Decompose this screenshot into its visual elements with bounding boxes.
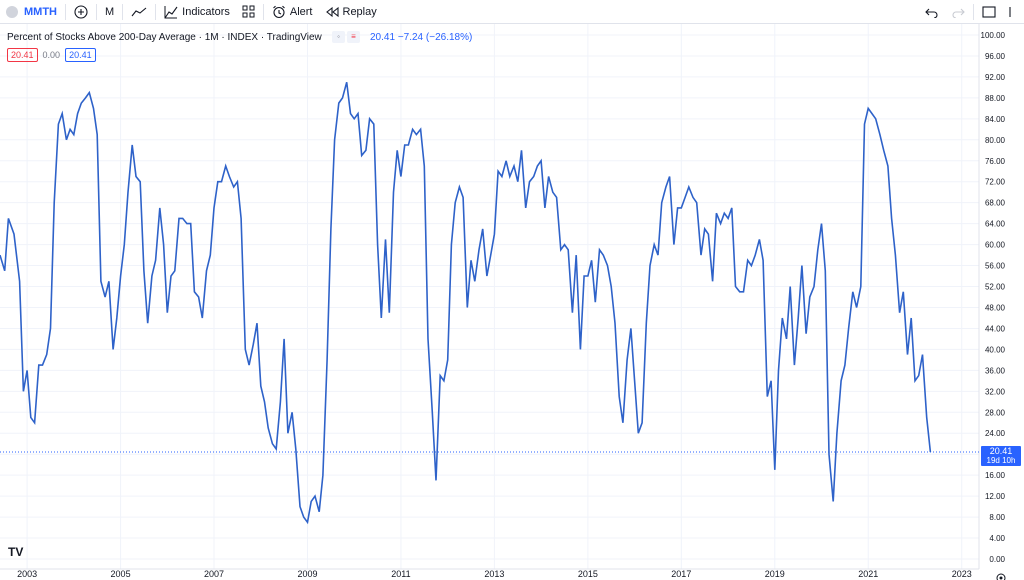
alert-label: Alert <box>289 5 313 18</box>
last-price-label: 20.41 19d 10h <box>981 446 1021 467</box>
y-tick-label: 40.00 <box>985 345 1006 354</box>
y-tick-label: 28.00 <box>985 408 1006 417</box>
y-tick-label: 32.00 <box>985 387 1006 396</box>
top-toolbar: MMTH M Indicators Alert Replay <box>0 0 1024 24</box>
legend-change: −7.24 <box>397 32 424 43</box>
legend-change-pct: (−26.18%) <box>425 32 473 43</box>
indicators-button[interactable]: Indicators <box>158 0 236 24</box>
indicators-icon <box>164 5 178 18</box>
y-tick-label: 52.00 <box>985 283 1006 292</box>
y-tick-label: 80.00 <box>985 136 1006 145</box>
toolbar-divider <box>973 4 974 20</box>
x-tick-label: 2017 <box>671 569 691 579</box>
more-button[interactable] <box>1002 0 1024 24</box>
grid-icon <box>242 5 255 18</box>
legend-last-value: 20.41 <box>370 32 396 43</box>
y-tick-label: 4.00 <box>989 534 1005 543</box>
templates-button[interactable] <box>236 0 261 24</box>
x-tick-label: 2003 <box>17 569 37 579</box>
y-tick-label: 36.00 <box>985 366 1006 375</box>
y-tick-label: 68.00 <box>985 199 1006 208</box>
y-tick-label: 44.00 <box>985 324 1006 333</box>
x-tick-label: 2011 <box>391 569 410 579</box>
price-tag-value: 20.41 <box>990 446 1013 456</box>
replay-button[interactable]: Replay <box>319 0 383 24</box>
price-axis[interactable]: 0.004.008.0012.0016.0020.0024.0028.0032.… <box>981 31 1006 564</box>
x-tick-label: 2013 <box>484 569 504 579</box>
interval-label: M <box>105 5 115 18</box>
x-tick-label: 2021 <box>858 569 878 579</box>
y-tick-label: 84.00 <box>985 115 1006 124</box>
line-chart-icon <box>131 7 147 16</box>
x-tick-label: 2009 <box>297 569 317 579</box>
toolbar-divider <box>155 3 157 20</box>
price-tag-background <box>981 446 1021 467</box>
x-tick-label: 2019 <box>765 569 785 579</box>
interval-button[interactable]: M <box>99 0 120 24</box>
value-box-blue[interactable]: 20.41 <box>65 48 96 62</box>
replay-label: Replay <box>342 5 377 18</box>
symbol-search-button[interactable]: MMTH <box>0 0 63 24</box>
legend-buttons: ◦ ≡ <box>332 31 360 43</box>
price-tag-countdown: 19d 10h <box>987 456 1016 465</box>
x-tick-label: 2005 <box>111 569 131 579</box>
undo-icon <box>925 8 938 18</box>
y-tick-label: 24.00 <box>985 429 1006 438</box>
chart-legend-title[interactable]: Percent of Stocks Above 200-Day Average … <box>7 32 322 43</box>
tradingview-logo[interactable]: TV <box>8 545 24 559</box>
alert-button[interactable]: Alert <box>266 0 319 24</box>
replay-icon <box>325 6 339 17</box>
legend-values: 20.41 −7.24 (−26.18%) <box>370 32 472 43</box>
toolbar-divider <box>65 3 66 20</box>
settings-gear-icon[interactable] <box>996 573 1006 580</box>
y-tick-label: 60.00 <box>985 241 1006 250</box>
undo-button[interactable] <box>919 0 945 24</box>
y-tick-label: 88.00 <box>985 94 1006 103</box>
chart-style-button[interactable] <box>125 0 153 24</box>
time-axis[interactable]: 2003 2005 2007 2009 2011 2013 2015 2017 2019 2021… <box>17 569 972 579</box>
series-line <box>0 81 932 525</box>
y-tick-label: 72.00 <box>985 178 1006 187</box>
y-tick-label: 56.00 <box>985 262 1006 271</box>
toolbar-divider <box>262 3 264 20</box>
alarm-clock-icon <box>273 5 285 18</box>
y-tick-label: 92.00 <box>985 73 1006 82</box>
y-tick-label: 48.00 <box>985 303 1006 312</box>
y-tick-label: 8.00 <box>989 513 1005 522</box>
legend-value-boxes: 20.41 0.00 20.41 <box>7 48 96 62</box>
chart-grid <box>0 24 979 569</box>
x-tick-label: 2023 <box>952 569 972 579</box>
value-zero: 0.00 <box>42 50 61 60</box>
layout-button[interactable] <box>976 0 1002 24</box>
y-tick-label: 100.00 <box>981 31 1006 40</box>
more-icon <box>1009 7 1011 17</box>
indicators-label: Indicators <box>182 5 230 18</box>
symbol-logo-icon <box>6 5 18 18</box>
y-tick-label: 64.00 <box>985 220 1006 229</box>
y-tick-label: 96.00 <box>985 52 1006 61</box>
y-tick-label: 12.00 <box>985 492 1006 501</box>
menu-icon[interactable]: ≡ <box>347 31 360 43</box>
rectangle-icon <box>982 6 996 18</box>
y-tick-label: 76.00 <box>985 157 1006 166</box>
toolbar-divider <box>96 3 97 20</box>
visibility-eye-icon[interactable]: ◦ <box>332 31 345 43</box>
toolbar-divider <box>122 3 124 20</box>
toolbar-right <box>919 0 1024 24</box>
compare-add-symbol-button[interactable] <box>68 0 94 24</box>
chart-area[interactable]: 0.004.008.0012.0016.0020.0024.0028.0032.… <box>0 24 1024 580</box>
value-box-red[interactable]: 20.41 <box>7 48 38 62</box>
x-tick-label: 2015 <box>578 569 598 579</box>
y-tick-label: 0.00 <box>989 555 1005 564</box>
y-tick-label: 16.00 <box>985 471 1006 480</box>
redo-icon <box>952 8 965 18</box>
redo-button[interactable] <box>945 0 971 24</box>
symbol-name: MMTH <box>24 5 57 18</box>
plus-circle-icon <box>74 4 88 19</box>
x-tick-label: 2007 <box>204 569 224 579</box>
